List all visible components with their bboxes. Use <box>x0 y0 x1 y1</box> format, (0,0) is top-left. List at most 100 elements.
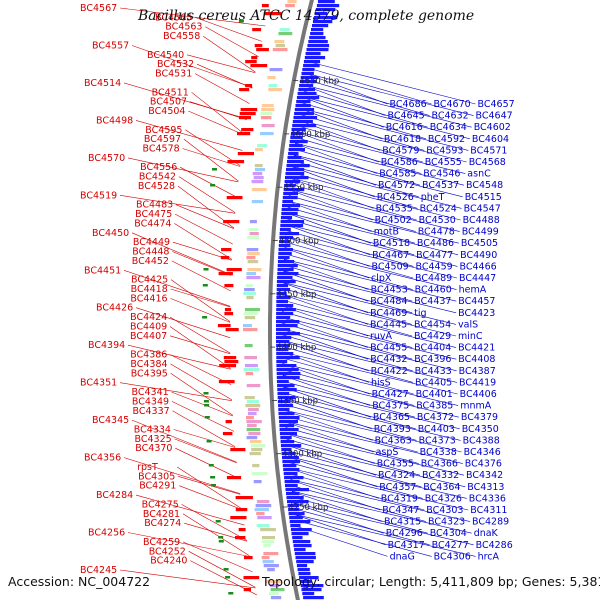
forward-gene <box>303 596 324 600</box>
forward-gene <box>288 148 305 152</box>
right-leader-line <box>290 178 374 209</box>
right-gene-label: BC4455 <box>370 343 407 354</box>
cog-feature <box>251 472 268 476</box>
right-gene-label: BC4421 <box>458 343 495 354</box>
right-leader-line <box>282 380 415 418</box>
cog-feature <box>246 420 262 424</box>
cog-feature <box>250 444 266 448</box>
right-gene-label: BC4579 <box>382 145 419 156</box>
left-gene-label: BC4511 <box>152 87 189 98</box>
left-leader-line <box>181 504 248 541</box>
cog-feature <box>260 116 272 120</box>
right-gene-label: BC4429 <box>414 331 451 342</box>
right-leader-line <box>288 201 372 232</box>
left-gene-label: BC4275 <box>142 499 179 510</box>
right-leader-line <box>289 189 373 221</box>
forward-gene <box>284 180 301 184</box>
right-leader-line <box>286 433 375 464</box>
rna-marker <box>203 400 209 403</box>
left-leader-line <box>185 129 241 167</box>
right-gene-label: BC4670 <box>434 99 471 110</box>
cog-feature <box>246 248 259 252</box>
right-leader-line <box>294 514 386 546</box>
right-gene-label: BC4530 <box>419 215 456 226</box>
right-gene-label: BC4547 <box>464 203 501 214</box>
left-gene-label: BC4334 <box>134 425 171 436</box>
right-gene-label: tig <box>414 308 426 319</box>
left-gene-label: BC4448 <box>132 247 169 258</box>
right-gene-label: BC4484 <box>370 296 407 307</box>
forward-gene <box>283 188 305 192</box>
forward-gene <box>280 224 304 228</box>
left-gene-label: BC4325 <box>135 434 172 445</box>
right-leader-line <box>282 375 371 406</box>
right-gene-label: BC4505 <box>461 238 498 249</box>
forward-gene <box>282 196 298 200</box>
right-gene-label: BC4586 <box>381 157 418 168</box>
forward-gene <box>296 564 308 568</box>
genome-summary-label: Topology: circular; Length: 5,411,809 bp… <box>262 574 600 589</box>
forward-gene <box>276 328 291 332</box>
forward-gene <box>293 544 312 548</box>
left-leader-line <box>123 270 231 307</box>
rna-marker <box>228 592 234 595</box>
forward-gene <box>276 376 300 380</box>
left-leader-line <box>170 288 231 308</box>
forward-gene <box>283 468 300 472</box>
reverse-gene <box>252 28 262 32</box>
right-gene-label: BC4350 <box>462 424 499 435</box>
right-leader-line <box>303 90 428 128</box>
right-gene-label: BC4372 <box>417 412 454 423</box>
right-leader-line <box>291 166 375 198</box>
right-leader-line <box>281 334 413 372</box>
right-leader-line <box>288 195 416 232</box>
cog-feature <box>263 564 279 568</box>
right-leader-line <box>296 526 388 557</box>
right-gene-label: BC4466 <box>460 261 497 272</box>
right-leader-line <box>286 444 466 488</box>
cog-feature <box>249 452 261 456</box>
cog-feature <box>247 268 262 272</box>
cog-feature <box>257 144 268 148</box>
right-leader-line <box>291 485 427 522</box>
right-gene-label: BC4306 <box>434 551 471 562</box>
left-leader-line <box>178 176 236 213</box>
forward-gene <box>276 372 301 376</box>
right-gene-label: BC4324 <box>378 470 415 481</box>
forward-gene <box>282 464 297 468</box>
cog-feature <box>246 276 261 280</box>
left-gene-label: BC4567 <box>80 3 117 14</box>
cog-feature <box>267 76 276 80</box>
forward-gene <box>299 580 312 584</box>
left-gene-label: BC4351 <box>80 378 117 389</box>
cog-feature <box>255 148 263 152</box>
right-leader-line <box>302 96 470 140</box>
right-gene-label: dnaK <box>474 528 499 539</box>
right-leader-line <box>286 218 415 256</box>
rna-marker <box>225 576 231 579</box>
cog-feature <box>246 296 254 300</box>
reverse-gene <box>235 536 246 540</box>
left-leader-line <box>171 260 231 292</box>
forward-gene <box>281 212 298 216</box>
forward-gene <box>305 52 321 56</box>
cog-feature <box>248 408 259 412</box>
right-gene-label: BC4546 <box>423 169 460 180</box>
right-gene-label: BC4518 <box>373 238 410 249</box>
right-gene-label: BC4524 <box>420 203 457 214</box>
right-leader-line <box>307 73 474 116</box>
right-gene-label: BC4478 <box>418 227 455 238</box>
forward-gene <box>296 96 320 100</box>
right-leader-line <box>287 450 422 488</box>
cog-feature <box>255 504 272 508</box>
right-leader-line <box>285 235 458 279</box>
right-gene-label: motB <box>374 227 399 238</box>
reverse-gene <box>254 44 263 48</box>
rna-marker <box>206 440 212 443</box>
reverse-gene <box>245 60 257 64</box>
forward-gene <box>299 84 314 88</box>
forward-gene <box>298 88 316 92</box>
right-gene-label: BC4396 <box>414 354 451 365</box>
right-leader-line <box>284 415 418 453</box>
cog-feature <box>272 48 288 52</box>
